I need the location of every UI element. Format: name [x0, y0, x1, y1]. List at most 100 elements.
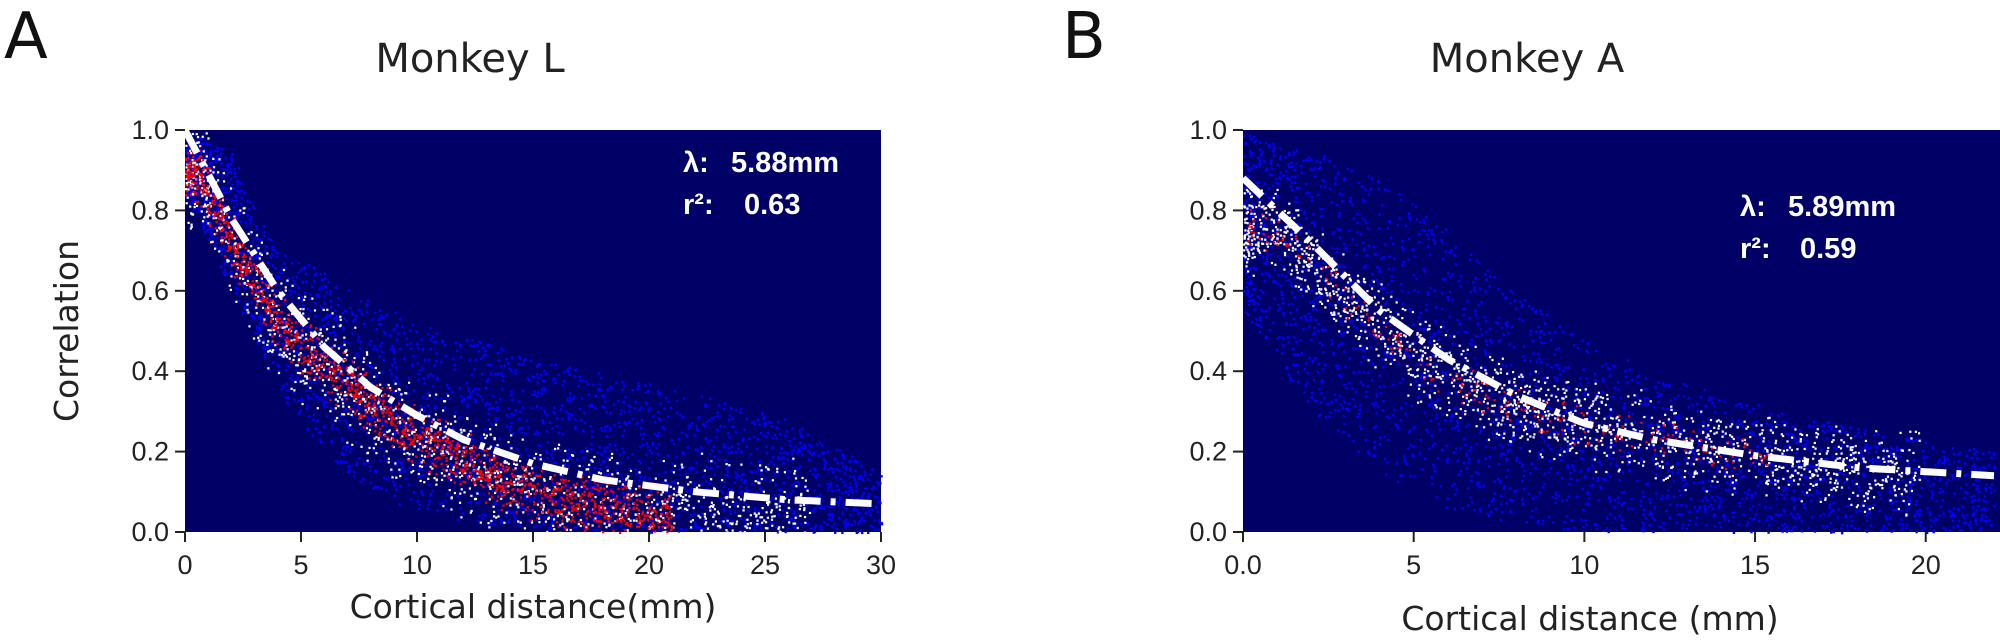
scatter-point-a	[269, 349, 272, 352]
scatter-point-a	[388, 430, 391, 433]
scatter-point-a	[334, 338, 337, 341]
scatter-point-a	[775, 472, 778, 475]
scatter-point-a	[375, 375, 379, 379]
scatter-point-a	[689, 468, 693, 472]
scatter-point-a	[271, 350, 274, 354]
scatter-point-a	[757, 479, 760, 483]
scatter-point-a	[647, 518, 650, 522]
scatter-point-a	[394, 311, 398, 314]
scatter-point-a	[278, 369, 281, 373]
scatter-point-a	[546, 510, 550, 514]
scatter-point-a	[864, 512, 868, 515]
scatter-point-a	[273, 333, 276, 336]
scatter-point-a	[488, 468, 491, 471]
scatter-point-a	[355, 461, 359, 464]
scatter-point-a	[529, 359, 532, 363]
scatter-point-a	[340, 436, 344, 440]
scatter-point-a	[492, 505, 495, 508]
scatter-point-a	[791, 459, 794, 462]
scatter-point-a	[492, 454, 496, 457]
scatter-point-a	[398, 461, 401, 464]
scatter-point-a	[270, 314, 273, 318]
scatter-point-a	[759, 481, 763, 484]
scatter-point-a	[326, 363, 329, 366]
scatter-point-a	[534, 491, 538, 495]
scatter-point-a	[384, 424, 387, 428]
scatter-point-a	[495, 466, 498, 469]
scatter-point-a	[253, 276, 257, 280]
scatter-point-a	[262, 338, 266, 342]
scatter-point-a	[292, 390, 295, 394]
scatter-point-a	[393, 432, 397, 435]
scatter-point-a	[684, 494, 687, 497]
scatter-point-a	[756, 514, 760, 518]
scatter-point-a	[403, 357, 406, 360]
scatter-point-a	[303, 360, 306, 363]
scatter-point-a	[786, 515, 789, 518]
scatter-point-a	[476, 344, 479, 347]
scatter-point-a	[258, 312, 262, 316]
scatter-point-a	[277, 371, 281, 375]
scatter-point-a	[397, 402, 401, 405]
scatter-point-a	[513, 480, 516, 484]
scatter-point-a	[512, 432, 515, 435]
scatter-point-a	[560, 496, 563, 499]
scatter-point-a	[687, 504, 690, 507]
scatter-point-a	[209, 192, 212, 196]
scatter-point-a	[353, 470, 356, 474]
scatter-point-a	[375, 452, 378, 455]
scatter-point-a	[415, 330, 419, 333]
scatter-point-a	[563, 370, 566, 374]
scatter-point-a	[203, 201, 207, 204]
scatter-point-a	[255, 280, 258, 283]
scatter-point-a	[417, 475, 421, 478]
scatter-point-a	[186, 165, 189, 168]
scatter-point-a	[793, 481, 797, 484]
scatter-point-a	[555, 520, 559, 524]
scatter-point-a	[644, 502, 648, 506]
scatter-point-a	[619, 513, 622, 516]
scatter-point-a	[472, 439, 475, 442]
scatter-point-a	[511, 489, 514, 492]
scatter-point-a	[421, 348, 424, 351]
scatter-point-a	[449, 444, 452, 447]
scatter-point-a	[329, 410, 332, 413]
scatter-point-a	[235, 199, 238, 202]
scatter-point-a	[842, 520, 846, 524]
scatter-point-a	[742, 506, 745, 509]
scatter-point-a	[429, 441, 432, 444]
scatter-point-a	[571, 515, 575, 518]
scatter-point-a	[567, 511, 571, 514]
scatter-point-a	[216, 160, 219, 163]
scatter-point-a	[372, 486, 375, 490]
scatter-point-a	[704, 517, 707, 520]
scatter-point-a	[508, 428, 512, 431]
scatter-point-a	[620, 409, 623, 412]
scatter-point-a	[319, 431, 323, 434]
scatter-point-a	[373, 396, 376, 399]
scatter-point-a	[458, 501, 462, 504]
scatter-point-a	[430, 420, 434, 424]
scatter-point-a	[743, 501, 746, 504]
scatter-point-a	[532, 455, 535, 458]
scatter-point-a	[335, 379, 338, 383]
scatter-point-a	[760, 469, 763, 472]
scatter-point-a	[209, 215, 213, 218]
scatter-point-a	[564, 479, 567, 482]
scatter-point-a	[700, 505, 703, 509]
scatter-point-a	[259, 328, 262, 332]
scatter-point-a	[567, 416, 571, 419]
scatter-point-a	[219, 152, 223, 155]
scatter-point-a	[871, 525, 874, 529]
scatter-point-a	[738, 475, 741, 478]
scatter-point-a	[608, 429, 611, 432]
scatter-point-a	[206, 157, 209, 160]
scatter-point-a	[826, 523, 829, 526]
scatter-point-a	[538, 515, 541, 518]
scatter-point-a	[754, 525, 757, 528]
scatter-point-a	[211, 240, 214, 243]
scatter-point-a	[790, 517, 793, 520]
scatter-point-a	[290, 378, 294, 381]
scatter-point-a	[222, 219, 225, 222]
scatter-point-a	[567, 465, 570, 468]
